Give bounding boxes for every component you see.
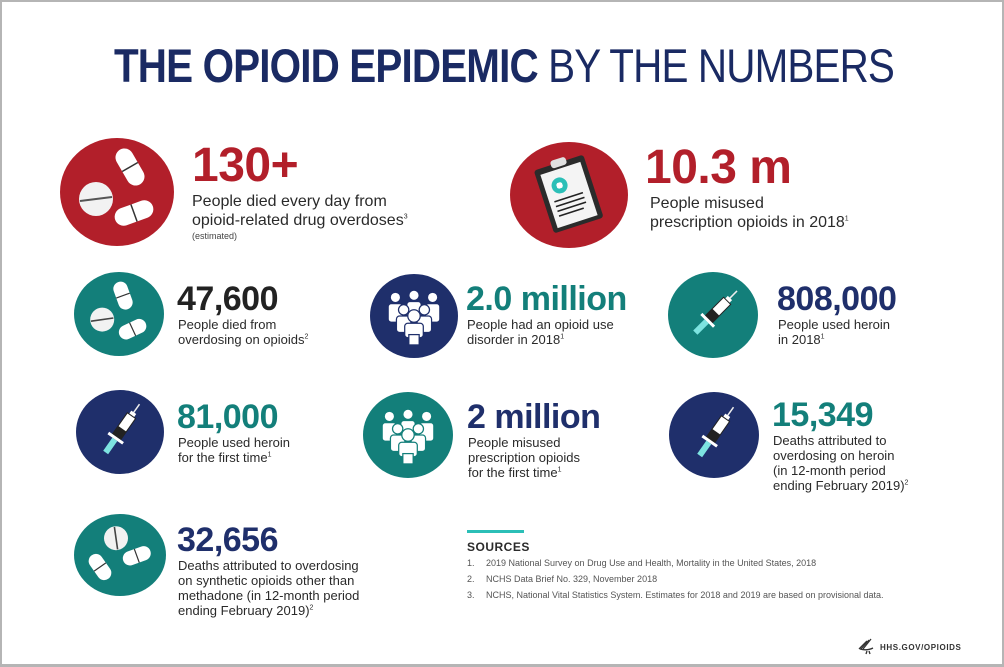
- source-item: 3. NCHS, National Vital Statistics System…: [467, 590, 947, 601]
- stat-number: 32,656: [177, 521, 279, 559]
- stat-number: 808,000: [777, 280, 897, 318]
- stat-number: 47,600: [177, 280, 279, 318]
- desc-line: People misused: [468, 435, 561, 450]
- stat-description: Deaths attributed to overdosing on synth…: [178, 558, 359, 618]
- footnote-ref: 1: [820, 333, 825, 341]
- syringe-icon: [669, 392, 759, 478]
- desc-line: ending February 2019): [773, 478, 905, 493]
- source-number: 2.: [467, 574, 475, 584]
- desc-line: prescription opioids: [468, 450, 581, 465]
- desc-line: on synthetic opioids other than: [178, 573, 355, 588]
- desc-line: methadone (in 12-month period: [178, 588, 360, 603]
- stat-description: People died every day from opioid-relate…: [192, 192, 408, 242]
- footnote-ref: 1: [560, 333, 565, 341]
- people-group-icon: [370, 274, 458, 358]
- stat-number: 15,349: [772, 396, 874, 434]
- pills-icon: [74, 272, 164, 356]
- source-text: 2019 National Survey on Drug Use and Hea…: [486, 558, 817, 568]
- desc-line: People used heroin: [178, 435, 291, 450]
- footnote-ref: 1: [267, 451, 272, 459]
- hhs-eagle-logo-icon: [857, 637, 877, 657]
- stat-note: (estimated): [192, 231, 238, 241]
- page-title: THE OPIOID EPIDEMIC BY THE NUMBERS: [72, 40, 935, 92]
- desc-line: People died from: [178, 317, 277, 332]
- title-bold: THE OPIOID EPIDEMIC: [113, 39, 539, 92]
- stat-number: 81,000: [177, 398, 279, 436]
- desc-line: Deaths attributed to: [773, 433, 887, 448]
- footnote-ref: 1: [557, 466, 562, 474]
- desc-line: opioid-related drug overdoses: [192, 212, 404, 229]
- stat-number: 2 million: [467, 398, 601, 436]
- stat-description: People misused prescription opioids for …: [468, 435, 580, 480]
- sources-accent-bar: [467, 530, 524, 533]
- desc-line: for the first time: [468, 465, 558, 480]
- desc-line: ending February 2019): [178, 603, 310, 618]
- desc-line: disorder in 2018: [467, 332, 561, 347]
- source-item: 2. NCHS Data Brief No. 329, November 2018: [467, 574, 947, 585]
- pills-icon: [74, 514, 166, 596]
- footer-hhs[interactable]: HHS.GOV/OPIOIDS: [857, 637, 961, 657]
- footnote-ref: 2: [904, 479, 909, 487]
- people-group-icon: [363, 392, 453, 478]
- footnote-ref: 3: [403, 213, 408, 221]
- stat-description: People died from overdosing on opioids2: [178, 317, 308, 347]
- stat-number: 130+: [192, 139, 299, 192]
- syringe-icon: [76, 390, 164, 474]
- desc-line: People had an opioid use: [467, 317, 614, 332]
- source-text: NCHS Data Brief No. 329, November 2018: [486, 574, 658, 584]
- desc-line: in 2018: [778, 332, 821, 347]
- footer-link[interactable]: HHS.GOV/OPIOIDS: [880, 642, 962, 652]
- footnote-ref: 1: [844, 215, 849, 223]
- desc-line: People died every day from: [192, 193, 387, 210]
- source-number: 3.: [467, 590, 475, 600]
- clipboard-prescription-icon: [510, 142, 628, 248]
- sources-list: 1. 2019 National Survey on Drug Use and H…: [467, 558, 947, 601]
- stat-description: People misused prescription opioids in 2…: [650, 194, 849, 232]
- source-number: 1.: [467, 558, 475, 568]
- desc-line: overdosing on opioids: [178, 332, 305, 347]
- pills-icon: [60, 138, 174, 246]
- desc-line: (in 12-month period: [773, 463, 886, 478]
- source-item: 1. 2019 National Survey on Drug Use and H…: [467, 558, 947, 569]
- stat-description: People used heroin in 20181: [778, 317, 890, 347]
- stat-description: People had an opioid use disorder in 201…: [467, 317, 614, 347]
- desc-line: Deaths attributed to overdosing: [178, 558, 359, 573]
- footnote-ref: 2: [304, 333, 309, 341]
- title-light: BY THE NUMBERS: [537, 39, 895, 92]
- desc-line: prescription opioids in 2018: [650, 214, 845, 231]
- stat-description: People used heroin for the first time1: [178, 435, 290, 465]
- sources-heading: SOURCES: [467, 540, 530, 554]
- stat-number: 10.3 m: [645, 141, 792, 194]
- footnote-ref: 2: [309, 604, 314, 612]
- desc-line: People misused: [650, 195, 764, 212]
- desc-line: for the first time: [178, 450, 268, 465]
- source-text: NCHS, National Vital Statistics System. …: [486, 590, 884, 600]
- stat-description: Deaths attributed to overdosing on heroi…: [773, 433, 908, 493]
- syringe-icon: [668, 272, 758, 358]
- sources-section: SOURCES 1. 2019 National Survey on Drug U…: [467, 530, 947, 606]
- stat-number: 2.0 million: [466, 280, 627, 318]
- desc-line: People used heroin: [778, 317, 891, 332]
- desc-line: overdosing on heroin: [773, 448, 895, 463]
